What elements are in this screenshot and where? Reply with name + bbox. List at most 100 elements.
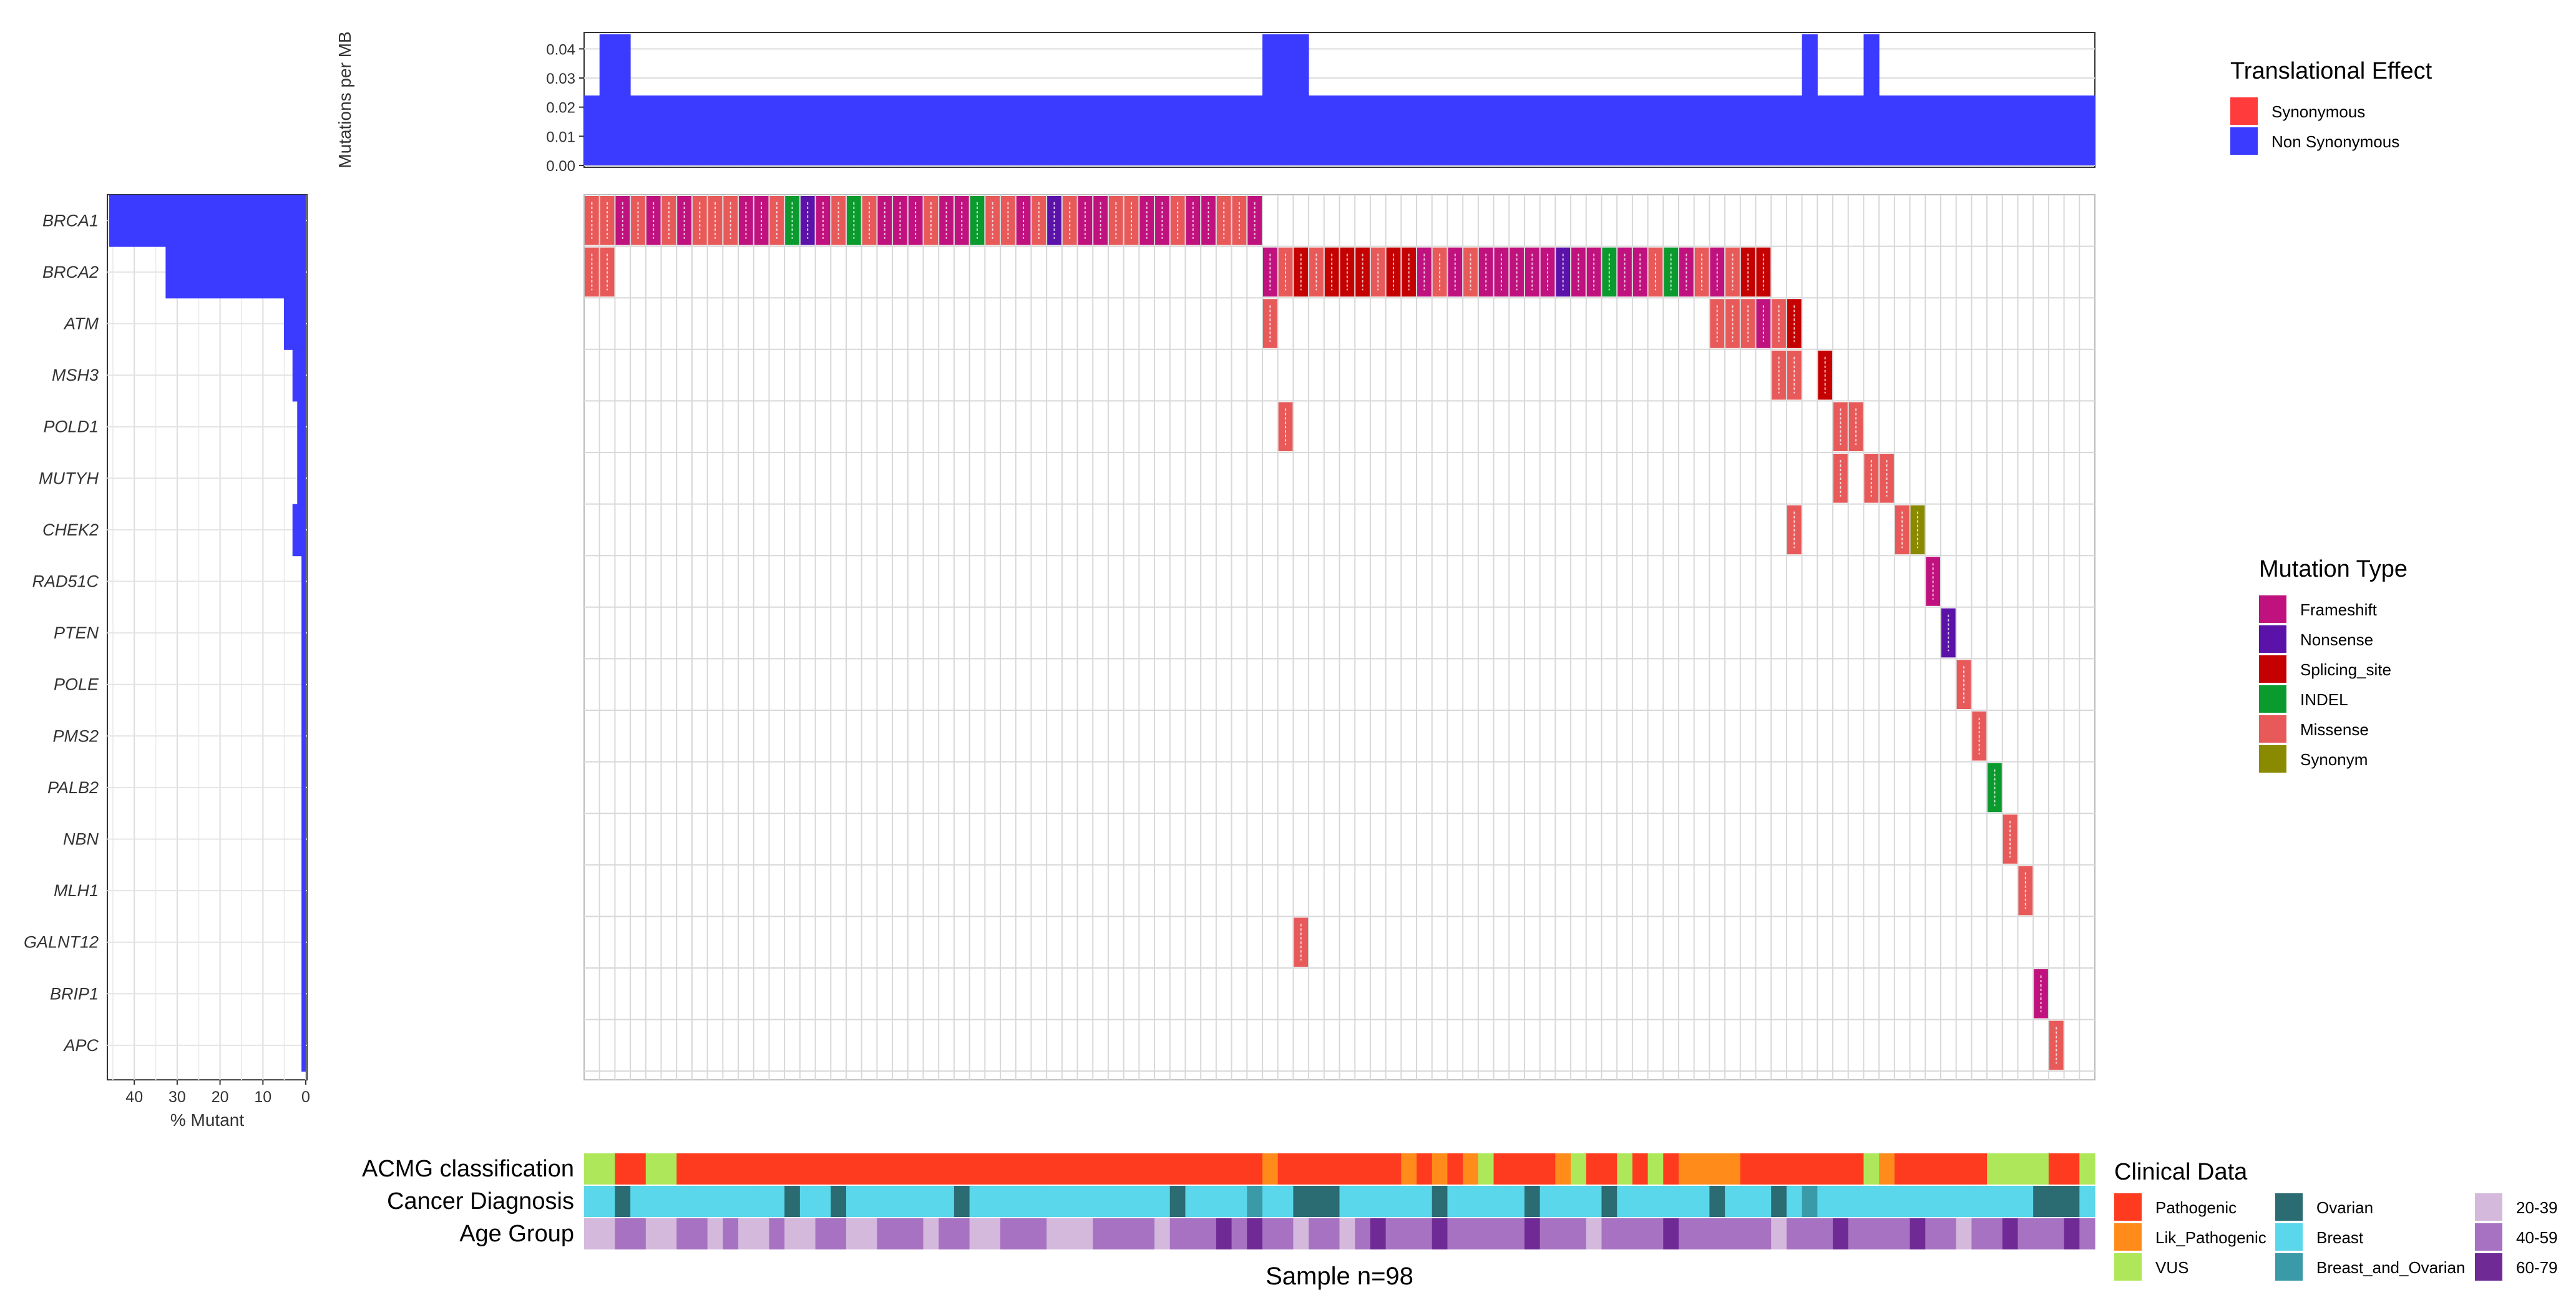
top-bar-column (1093, 95, 1109, 165)
acmg-cell (1725, 1153, 1741, 1185)
left-bar (301, 710, 306, 763)
acmg-cell (1139, 1153, 1155, 1185)
top-bar-column (1555, 95, 1571, 165)
age-cell (1493, 1218, 1510, 1249)
clinical-legend-label: Breast_and_Ovarian (2316, 1258, 2465, 1277)
age-cell (1817, 1218, 1833, 1249)
top-bar-column (1216, 95, 1232, 165)
cancer-cell (1555, 1186, 1571, 1217)
age-cell (1647, 1218, 1664, 1249)
cancer-cell (1956, 1186, 1972, 1217)
cancer-cell (1154, 1186, 1171, 1217)
acmg-cell (2002, 1153, 2019, 1185)
cancer-cell (2033, 1186, 2049, 1217)
acmg-cell (1925, 1153, 1941, 1185)
cancer-cell (1077, 1186, 1093, 1217)
acmg-cell (676, 1153, 693, 1185)
top-bar-column (1524, 95, 1541, 165)
translational-legend-swatch (2230, 97, 2258, 125)
age-cell (907, 1218, 924, 1249)
cancer-cell (1385, 1186, 1402, 1217)
left-bar (301, 968, 306, 1020)
acmg-cell (985, 1153, 1001, 1185)
top-bar-column (2017, 95, 2034, 165)
age-cell (738, 1218, 754, 1249)
top-bar-column (1447, 95, 1463, 165)
age-cell (1956, 1218, 1972, 1249)
acmg-cell (1524, 1153, 1541, 1185)
age-cell (1432, 1218, 1448, 1249)
cancer-cell (1632, 1186, 1649, 1217)
age-cell (846, 1218, 862, 1249)
top-bar-column (985, 95, 1001, 165)
gene-label: NBN (63, 830, 99, 849)
age-cell (969, 1218, 985, 1249)
cancer-cell (1324, 1186, 1340, 1217)
acmg-cell (1971, 1153, 1988, 1185)
mutation-legend-label: Missense (2300, 720, 2369, 739)
cancer-cell (1694, 1186, 1710, 1217)
acmg-cell (1169, 1153, 1186, 1185)
acmg-cell (1262, 1153, 1279, 1185)
cancer-cell (1309, 1186, 1325, 1217)
clinical-tracks: ACMG classification Cancer Diagnosis Age G… (362, 1153, 2095, 1290)
cancer-cell (1417, 1186, 1433, 1217)
top-bar-column (661, 95, 677, 165)
acmg-cell (1432, 1153, 1448, 1185)
cancer-cell (1185, 1186, 1201, 1217)
cancer-cell (1601, 1186, 1617, 1217)
top-bar-column (1046, 95, 1063, 165)
age-cell (892, 1218, 909, 1249)
age-cell (1077, 1218, 1093, 1249)
acmg-cell (1617, 1153, 1633, 1185)
age-cell (615, 1218, 631, 1249)
top-bar-column (753, 95, 769, 165)
cancer-cell (1231, 1186, 1247, 1217)
age-cell (1447, 1218, 1463, 1249)
acmg-cell (1647, 1153, 1664, 1185)
cancer-cell (2048, 1186, 2065, 1217)
top-bar-column (1694, 95, 1710, 165)
acmg-cell (1231, 1153, 1247, 1185)
age-cell (1755, 1218, 1772, 1249)
age-cell (1154, 1218, 1171, 1249)
cancer-cell (1493, 1186, 1510, 1217)
acmg-cell (1123, 1153, 1139, 1185)
top-bar-column (1478, 95, 1495, 165)
top-bar-column (784, 95, 801, 165)
age-cell (1940, 1218, 1957, 1249)
gene-label: MSH3 (52, 366, 99, 384)
left-bar (292, 504, 306, 557)
top-bar-panel: 0.00 0.01 0.02 0.03 0.04 Mutations per MB (335, 31, 2095, 175)
age-cell (599, 1218, 616, 1249)
top-bar-column (1355, 95, 1371, 165)
acmg-cell (1417, 1153, 1433, 1185)
clinical-legend-swatch (2114, 1193, 2142, 1221)
acmg-cell (1632, 1153, 1649, 1185)
top-bar-column (1201, 95, 1217, 165)
top-bar-column (584, 95, 600, 165)
top-tick-label: 0.02 (546, 100, 575, 117)
age-cell (1262, 1218, 1279, 1249)
cancer-cell (1108, 1186, 1125, 1217)
age-cell (1617, 1218, 1633, 1249)
age-cell (1786, 1218, 1803, 1249)
cancer-cell (831, 1186, 847, 1217)
age-cell (1925, 1218, 1941, 1249)
translational-legend-label: Non Synonymous (2271, 132, 2399, 151)
acmg-cell (1539, 1153, 1556, 1185)
cancer-cell (1571, 1186, 1587, 1217)
left-tick-label: 10 (254, 1088, 271, 1106)
cancer-cell (1863, 1186, 1880, 1217)
acmg-cell (2048, 1153, 2065, 1185)
age-cell (1000, 1218, 1017, 1249)
cancer-cell (799, 1186, 816, 1217)
top-bar-column (1370, 95, 1387, 165)
acmg-cell (1586, 1153, 1603, 1185)
top-bar-column (1709, 95, 1725, 165)
cancer-cell (1169, 1186, 1186, 1217)
acmg-cell (1277, 1153, 1294, 1185)
cancer-cell (815, 1186, 831, 1217)
age-cell (1987, 1218, 2003, 1249)
